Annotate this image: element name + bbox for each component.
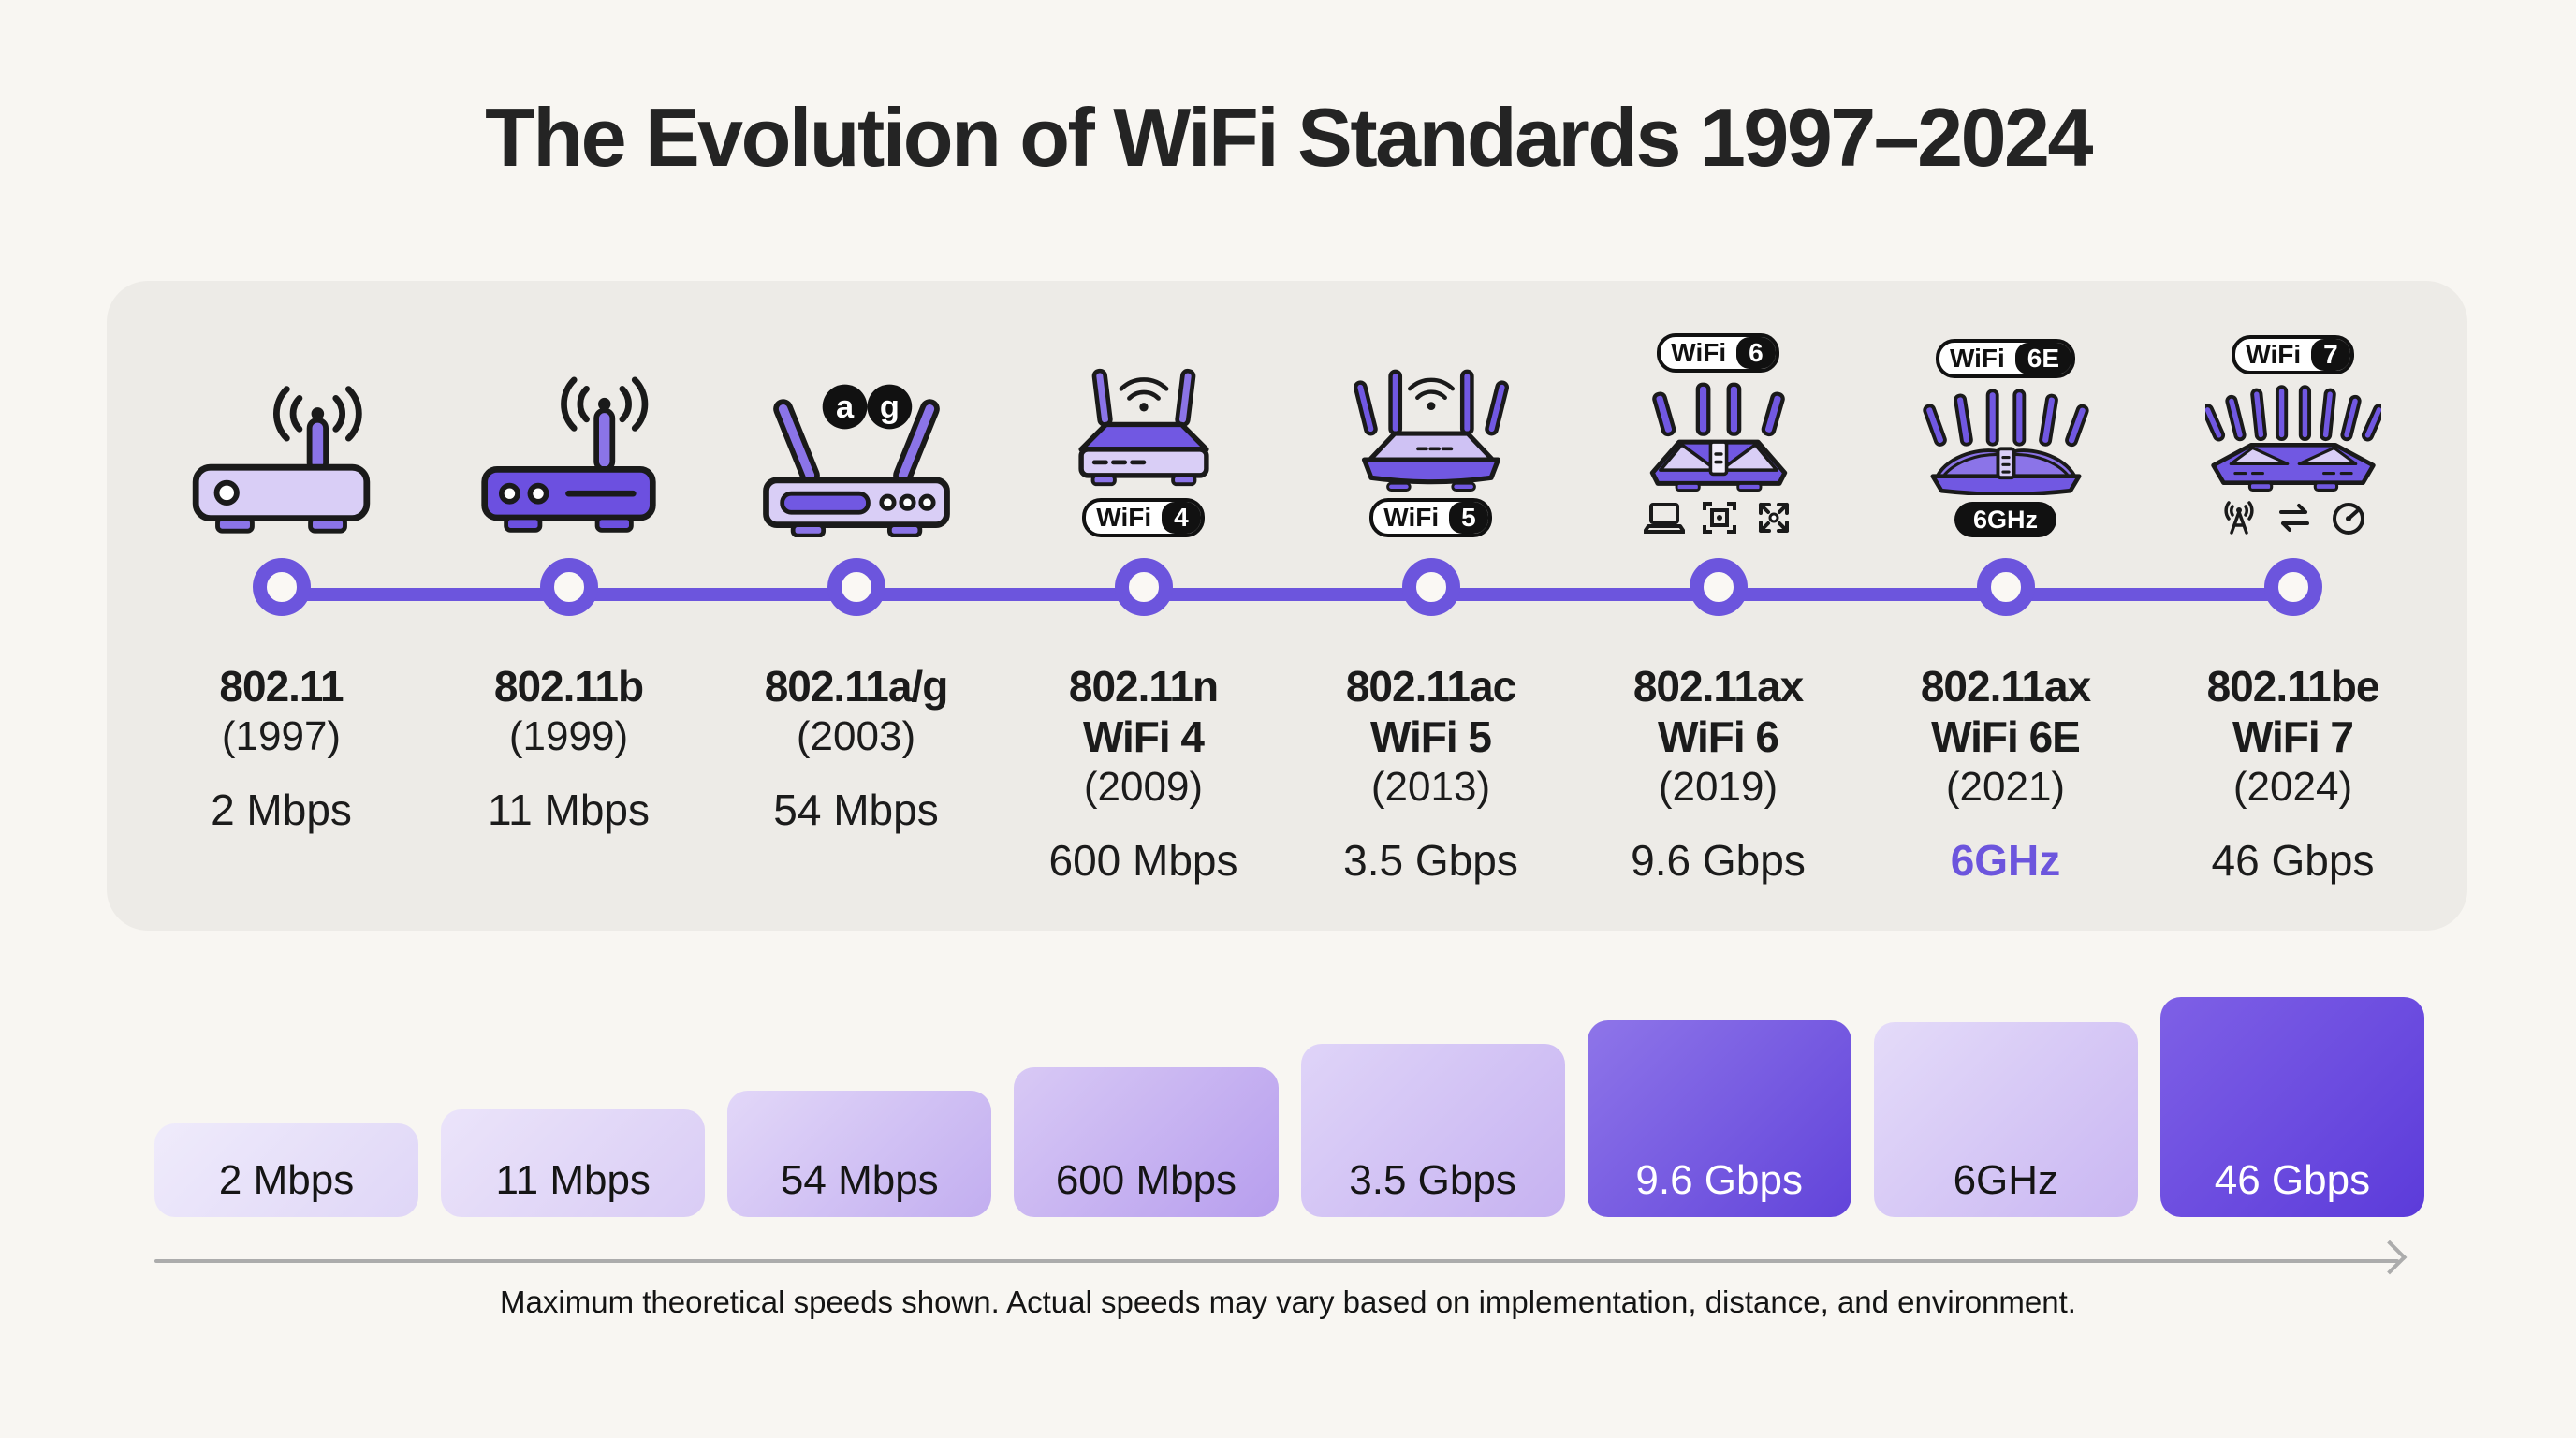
speed-bar: 6GHz: [1873, 1022, 2138, 1217]
6ghz-badge: 6GHz: [1954, 502, 2057, 537]
router-single-antenna-dark-icon: [481, 376, 656, 533]
standard-subname: WiFi 4: [1082, 712, 1205, 761]
standard-speed: 3.5 Gbps: [1343, 836, 1518, 885]
speedometer-icon: [2332, 503, 2364, 535]
timeline-column: WiFi 6E: [1862, 281, 2149, 931]
bar-label: 600 Mbps: [1055, 1157, 1237, 1203]
router-wifi6e-icon: [1922, 389, 2089, 495]
standard-year: (2013): [1370, 764, 1491, 810]
standard-year: (2021): [1945, 764, 2066, 810]
standard-subname: WiFi 6: [1657, 712, 1779, 761]
router-wifi5-icon: [1353, 369, 1509, 492]
bar-label: 2 Mbps: [218, 1157, 355, 1203]
standard-year: (2019): [1658, 764, 1778, 810]
standard-name: 802.11ax: [1632, 662, 1804, 711]
expand-arrows-icon: [1758, 503, 1789, 533]
wifi-4-badge: WiFi 4: [1082, 498, 1205, 537]
timeline-column: a g 802.11a/g (2003): [712, 281, 1000, 931]
timeline-column: 802.11b (1999) 11 Mbps: [425, 281, 712, 931]
bar-label: 9.6 Gbps: [1635, 1157, 1803, 1203]
standard-speed: 11 Mbps: [487, 785, 651, 834]
bidirectional-arrows-icon: [2278, 504, 2309, 532]
timeline-node: [1976, 558, 2035, 616]
standard-year: (1997): [221, 713, 342, 759]
speed-bar: 9.6 Gbps: [1587, 1020, 1852, 1217]
timeline-column: WiFi 6: [1574, 281, 1862, 931]
speed-bar: 2 Mbps: [154, 1123, 419, 1217]
router-dual-antenna-icon: a g: [762, 384, 950, 537]
standard-year: (1999): [508, 713, 629, 759]
standard-subname: WiFi 6E: [1931, 712, 2081, 761]
standard-speed: 600 Mbps: [1048, 836, 1238, 885]
bar-label: 46 Gbps: [2214, 1157, 2371, 1203]
timeline-panel: 802.11 (1997) 2 Mbps: [107, 281, 2467, 931]
band-a-letter: a: [836, 389, 855, 425]
speed-bar: 46 Gbps: [2159, 997, 2424, 1217]
standard-speed: 46 Gbps: [2211, 836, 2375, 885]
timeline-column: 802.11 (1997) 2 Mbps: [138, 281, 425, 931]
bar-label: 6GHz: [1953, 1157, 2059, 1203]
speed-bar: 600 Mbps: [1014, 1067, 1279, 1217]
standard-year: (2009): [1083, 764, 1204, 810]
speed-bar: 54 Mbps: [727, 1091, 992, 1217]
bar-label: 3.5 Gbps: [1349, 1157, 1516, 1203]
router-wifi7-icon: [2204, 385, 2381, 492]
standard-subname: WiFi 7: [2232, 712, 2354, 761]
device-frame-icon: [1702, 502, 1736, 534]
bar-label: 54 Mbps: [780, 1157, 939, 1203]
timeline-node: [252, 558, 311, 616]
speed-bar: 11 Mbps: [441, 1109, 706, 1217]
router-wifi4-icon: [1077, 368, 1209, 487]
speed-bar-chart: 2 Mbps 11 Mbps 54 Mbps 600 Mbps 3.5 Gbps…: [154, 997, 2424, 1217]
wifi-7-badge: WiFi 7: [2232, 335, 2354, 374]
speed-bar: 3.5 Gbps: [1300, 1044, 1565, 1217]
timeline-column: WiFi 7: [2149, 281, 2437, 931]
router-single-antenna-light-icon: [192, 386, 371, 534]
standard-name: 802.11n: [1068, 662, 1219, 711]
standard-speed: 54 Mbps: [773, 785, 939, 834]
wifi-5-badge: WiFi 5: [1369, 498, 1492, 537]
standard-name: 802.11ax: [1920, 662, 2091, 711]
standard-speed: 2 Mbps: [211, 785, 352, 834]
standard-year: (2024): [2232, 764, 2353, 810]
standard-name: 802.11ac: [1345, 662, 1516, 711]
speed-axis-arrow: [154, 1259, 2399, 1263]
timeline-node: [1114, 558, 1173, 616]
timeline-node: [2263, 558, 2322, 616]
band-g-letter: g: [879, 389, 899, 425]
standard-subname: WiFi 5: [1369, 712, 1492, 761]
timeline-node: [1689, 558, 1748, 616]
arrow-head-icon: [2372, 1240, 2408, 1275]
standard-name: 802.11: [219, 662, 344, 711]
timeline-line: [275, 588, 2299, 601]
standard-name: 802.11be: [2206, 662, 2380, 711]
standard-speed: 9.6 Gbps: [1631, 836, 1806, 885]
wifi-6e-badge: WiFi 6E: [1935, 339, 2076, 378]
bar-label: 11 Mbps: [495, 1157, 651, 1203]
router-wifi6-icon: [1649, 382, 1787, 492]
timeline-node: [539, 558, 598, 616]
standard-year: (2003): [796, 713, 916, 759]
timeline-column: WiFi 5 802.11ac WiFi 5 (2013) 3.5 Gbps: [1287, 281, 1574, 931]
footer-note: Maximum theoretical speeds shown. Actual…: [500, 1284, 2076, 1319]
page-title: The Evolution of WiFi Standards 1997–202…: [485, 91, 2093, 183]
timeline-node: [1401, 558, 1460, 616]
standard-name: 802.11b: [493, 662, 644, 711]
timeline-column: WiFi 4 802.11n WiFi 4 (2009) 600 Mbps: [1000, 281, 1287, 931]
laptop-icon: [1643, 503, 1685, 534]
wifi-6-badge: WiFi 6: [1657, 333, 1779, 373]
standard-speed: 6GHz: [1950, 836, 2061, 885]
standard-name: 802.11a/g: [764, 662, 949, 711]
radio-tower-icon: [2223, 501, 2254, 535]
timeline-node: [827, 558, 886, 616]
